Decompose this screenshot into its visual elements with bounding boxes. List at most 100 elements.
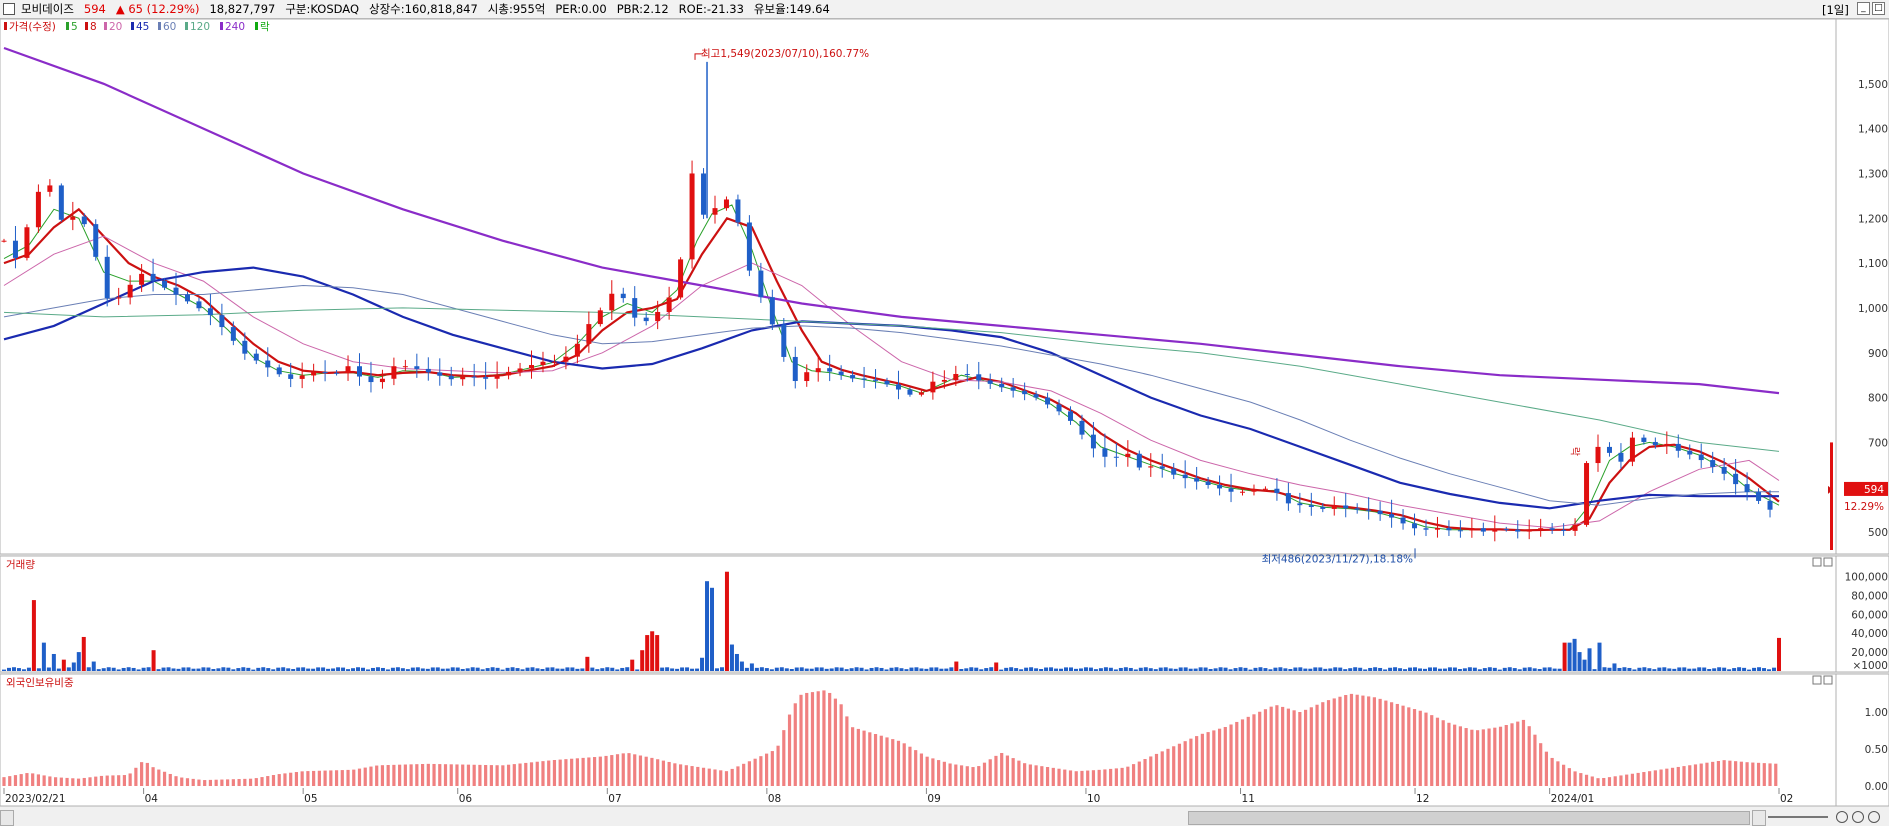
volume-bar: [71, 662, 76, 671]
foreign-bar: [667, 761, 671, 786]
candle-body: [1331, 505, 1337, 509]
foreign-bar: [443, 764, 448, 786]
candle-body: [58, 185, 64, 220]
volume-bar: [346, 669, 351, 671]
candle-body: [460, 376, 466, 380]
volume-bar: [555, 668, 560, 671]
foreign-bar: [71, 778, 75, 786]
scroll-right-button[interactable]: [1752, 810, 1766, 826]
volume-bar: [6, 667, 11, 671]
per-value: PER:0.00: [555, 2, 607, 16]
minimize-icon[interactable]: _: [1856, 2, 1870, 15]
candle-body: [1354, 508, 1360, 510]
candle-body: [1538, 528, 1544, 530]
volume-bar: [326, 668, 331, 671]
zoom-in-icon[interactable]: [1852, 811, 1864, 823]
volume-bar: [370, 667, 375, 671]
foreign-pane-close-icon[interactable]: [1823, 675, 1833, 685]
volume-bar: [375, 667, 380, 671]
zoom-out-icon[interactable]: [1836, 811, 1848, 823]
candle-body: [1664, 443, 1670, 446]
stock-name: 모비데이즈: [21, 2, 74, 16]
foreign-bar: [1200, 733, 1204, 786]
volume-bar: [31, 600, 36, 671]
candle-body: [506, 371, 512, 376]
volume-bar: [700, 657, 705, 671]
candle-body: [368, 376, 374, 383]
candle-body: [1240, 491, 1246, 493]
volume-bar: [600, 668, 605, 671]
volume-bar: [914, 667, 919, 671]
foreign-bar: [1303, 709, 1308, 786]
foreign-bar: [512, 764, 516, 786]
foreign-bar: [306, 771, 310, 786]
volume-bar: [415, 667, 420, 671]
candle-body: [1389, 514, 1395, 518]
horizontal-scrollbar[interactable]: [0, 808, 1889, 826]
foreign-bar: [140, 762, 144, 786]
foreign-bar: [1389, 702, 1394, 786]
scroll-left-button[interactable]: [0, 810, 14, 826]
volume-bar: [485, 668, 490, 671]
foreign-bar: [1653, 770, 1657, 786]
volume-pane-minimize-icon[interactable]: [1812, 557, 1822, 567]
foreign-bar: [380, 765, 385, 786]
volume-bar: [1567, 642, 1572, 671]
foreign-bar: [1527, 726, 1531, 786]
foreign-bar: [1023, 763, 1027, 786]
volume-bar: [1582, 659, 1587, 671]
volume-bar: [769, 669, 774, 671]
foreign-bar: [495, 765, 499, 786]
foreign-bar: [1074, 771, 1078, 786]
foreign-bar: [191, 778, 195, 786]
volume-bar: [365, 669, 370, 671]
foreign-bar: [1762, 763, 1766, 786]
candle-body: [402, 366, 408, 368]
candle-body: [448, 375, 454, 380]
foreign-bar: [885, 737, 889, 786]
volume-bar: [186, 667, 191, 671]
volume-bar: [1647, 668, 1652, 671]
volume-bar: [1288, 668, 1293, 671]
stock-chart[interactable]: 가격(수정) 5 8 20 45 60 120 240 락 1,500 1,400 1,300 1,20…: [0, 19, 1889, 808]
x-axis-label: 09: [927, 793, 940, 805]
maximize-icon[interactable]: □: [1871, 2, 1885, 15]
volume-pane-close-icon[interactable]: [1823, 557, 1833, 567]
volume-bar: [1687, 668, 1692, 671]
foreign-bar: [1516, 721, 1520, 786]
volume-bar: [465, 668, 470, 671]
volume-bar: [316, 667, 321, 671]
foreign-bar: [1739, 761, 1743, 786]
volume-bar: [455, 667, 460, 671]
legend-swatch-8: [255, 22, 258, 30]
foreign-bar: [1103, 769, 1107, 786]
zoom-reset-icon[interactable]: [1868, 811, 1880, 823]
candle-body: [1377, 510, 1383, 515]
foreign-bar: [765, 753, 769, 786]
lock-mark: 락: [1569, 447, 1581, 456]
foreign-bar: [661, 760, 665, 786]
volume-bar: [1383, 669, 1388, 671]
volume-bar: [1697, 667, 1702, 671]
volume-bar: [1198, 667, 1203, 671]
foreign-bar: [1435, 717, 1440, 786]
foreign-bar: [994, 755, 998, 786]
candle-body: [815, 368, 821, 373]
foreign-bar: [82, 777, 86, 786]
select-checkbox[interactable]: [3, 3, 15, 15]
foreign-bar: [1596, 778, 1600, 786]
volume-bar: [1432, 667, 1437, 671]
volume-bar: [969, 667, 974, 671]
candle-body: [1194, 478, 1200, 482]
foreign-bar: [1154, 753, 1159, 786]
foreign-pane-minimize-icon[interactable]: [1812, 675, 1822, 685]
foreign-bar: [1332, 698, 1336, 786]
volume-bar: [390, 667, 395, 671]
volume-bar: [774, 667, 779, 671]
candle-body: [1102, 448, 1108, 457]
zoom-slider[interactable]: [1768, 816, 1828, 818]
volume-bar: [1667, 668, 1672, 671]
volume-bar: [1143, 667, 1148, 671]
scroll-thumb[interactable]: [1188, 811, 1750, 825]
period-label[interactable]: [1일]: [1822, 3, 1849, 17]
